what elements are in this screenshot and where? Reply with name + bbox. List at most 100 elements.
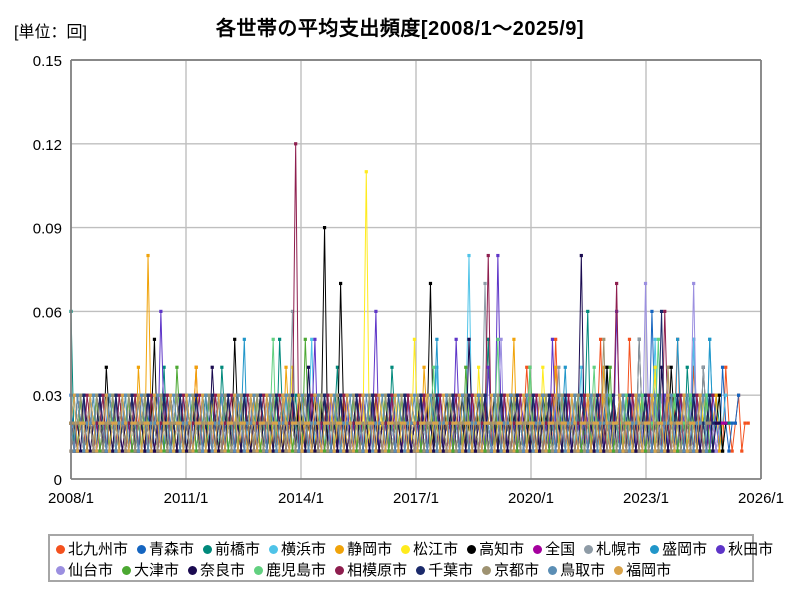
series-marker [582, 449, 587, 453]
series-marker [82, 393, 86, 397]
series-marker [127, 449, 131, 453]
series-marker [502, 449, 506, 453]
series-marker [489, 393, 494, 397]
legend-item-青森市[interactable]: 青森市 [137, 542, 194, 557]
series-marker [303, 393, 307, 397]
series-marker [374, 421, 378, 425]
legend-item-千葉市[interactable]: 千葉市 [416, 563, 473, 578]
legend-item-label: 京都市 [494, 562, 540, 579]
legend-item-盛岡市[interactable]: 盛岡市 [650, 542, 707, 557]
series-marker [284, 421, 288, 425]
series-marker [650, 449, 654, 453]
series-marker [136, 365, 140, 369]
series-marker [454, 393, 458, 397]
legend-marker-icon [401, 545, 411, 554]
series-marker [496, 253, 500, 258]
legend-item-北九州市[interactable]: 北九州市 [56, 542, 128, 557]
legend-item-鹿児島市[interactable]: 鹿児島市 [254, 563, 326, 578]
legend-item-奈良市[interactable]: 奈良市 [188, 563, 245, 578]
legend-marker-icon [254, 566, 264, 575]
series-marker [509, 393, 513, 397]
series-marker [525, 421, 529, 425]
series-marker [313, 449, 317, 453]
series-marker [371, 421, 375, 425]
legend-item-鳥取市[interactable]: 鳥取市 [548, 563, 605, 578]
series-marker [82, 421, 86, 425]
legend-item-福岡市[interactable]: 福岡市 [614, 563, 671, 578]
series-marker [159, 309, 163, 313]
series-marker [701, 393, 705, 397]
series-marker [326, 449, 330, 453]
legend-item-仙台市[interactable]: 仙台市 [56, 563, 113, 578]
series-marker [631, 421, 635, 425]
legend-item-相模原市[interactable]: 相模原市 [335, 563, 407, 578]
legend-item-京都市[interactable]: 京都市 [482, 563, 539, 578]
series-marker [534, 449, 538, 453]
series-marker [377, 393, 381, 397]
series-marker [733, 421, 737, 425]
series-marker [489, 421, 494, 425]
series-marker [624, 421, 628, 425]
series-marker [576, 393, 580, 397]
series-marker [75, 449, 80, 453]
legend-item-大津市[interactable]: 大津市 [122, 563, 179, 578]
series-marker [91, 393, 96, 397]
legend-item-松江市[interactable]: 松江市 [401, 542, 458, 557]
series-marker [669, 449, 673, 453]
series-marker [650, 393, 654, 397]
legend-marker-icon [56, 566, 65, 575]
legend-marker-icon [56, 545, 65, 554]
series-marker [464, 449, 468, 453]
series-marker [477, 421, 481, 425]
legend-item-高知市[interactable]: 高知市 [467, 542, 524, 557]
legend-marker-icon [716, 545, 726, 554]
series-marker [692, 393, 696, 397]
series-marker [557, 421, 561, 425]
series-marker [345, 421, 349, 425]
series-marker [554, 393, 558, 397]
legend-item-label: 青森市 [149, 541, 195, 558]
series-marker [117, 393, 121, 397]
series-marker [274, 421, 279, 425]
series-marker [393, 421, 397, 425]
x-tick-label: 2008/1 [48, 490, 94, 507]
legend-item-前橋市[interactable]: 前橋市 [203, 542, 260, 557]
series-marker [412, 449, 417, 453]
series-marker [717, 421, 721, 425]
series-marker [637, 449, 641, 453]
series-marker [364, 449, 368, 453]
series-marker [393, 393, 397, 397]
series-marker [627, 449, 632, 453]
series-marker [220, 421, 224, 425]
series-marker [242, 421, 246, 425]
series-marker [172, 421, 176, 425]
series-marker [531, 449, 535, 453]
legend-marker-icon [203, 545, 213, 554]
series-marker [486, 337, 490, 341]
series-marker [149, 393, 153, 397]
legend-item-札幌市[interactable]: 札幌市 [584, 542, 641, 557]
series-marker [294, 421, 298, 425]
series-marker [104, 421, 108, 425]
series-marker [666, 421, 670, 425]
y-tick-label: 0.06 [33, 304, 62, 321]
series-marker [156, 393, 160, 397]
series-marker [268, 449, 272, 453]
legend-item-全国[interactable]: 全国 [533, 542, 575, 557]
legend-item-秋田市[interactable]: 秋田市 [716, 542, 773, 557]
series-marker [342, 421, 346, 425]
legend-item-横浜市[interactable]: 横浜市 [269, 542, 326, 557]
series-marker [602, 393, 606, 397]
series-marker [146, 253, 150, 258]
series-marker [637, 421, 641, 425]
series-marker [204, 449, 208, 453]
series-marker [704, 421, 709, 425]
series-marker [598, 421, 603, 425]
legend-item-静岡市[interactable]: 静岡市 [335, 542, 392, 557]
series-marker [454, 337, 458, 341]
series-marker [322, 226, 327, 230]
series-marker [637, 337, 641, 341]
series-marker [467, 393, 471, 397]
series-marker [85, 449, 89, 453]
